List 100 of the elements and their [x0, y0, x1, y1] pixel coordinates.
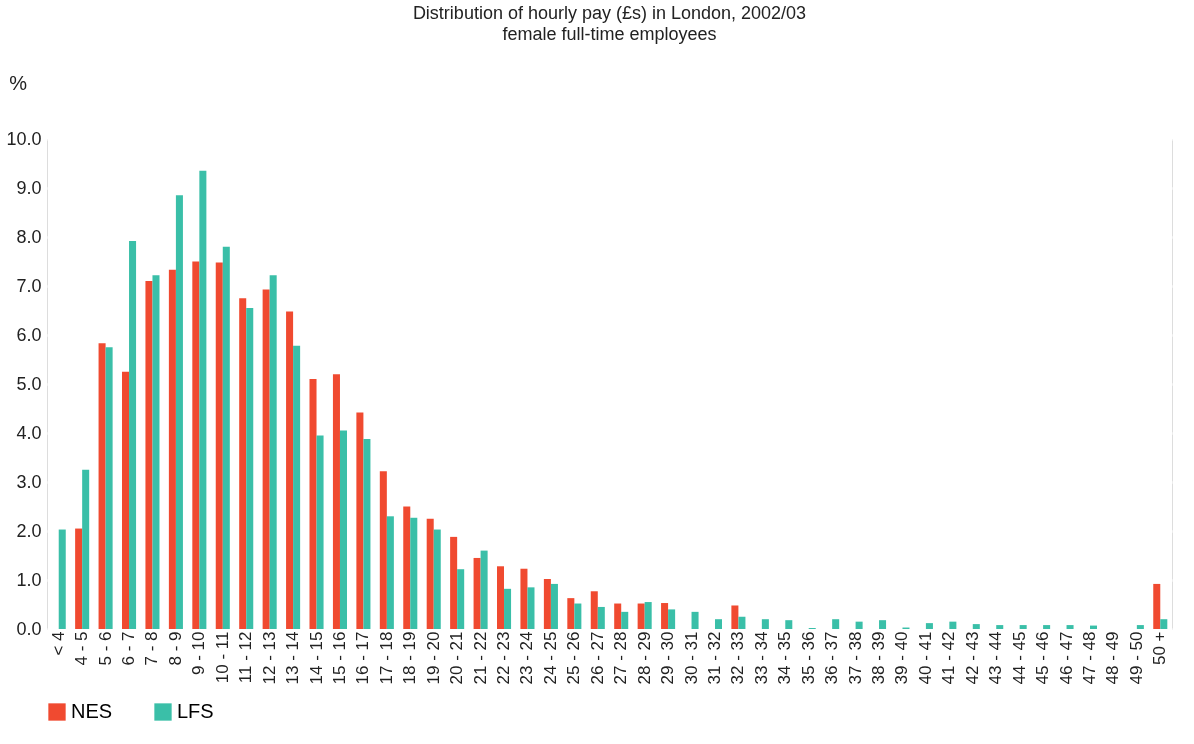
bar [925, 623, 933, 629]
x-tick-label: 30 - 31 [681, 631, 701, 685]
x-tick-label: 40 - 41 [915, 631, 935, 685]
bar [597, 606, 605, 629]
bar [855, 621, 863, 629]
bar [222, 246, 230, 629]
bar [738, 616, 746, 629]
x-tick-label: 35 - 36 [798, 631, 818, 685]
bar [574, 603, 582, 629]
y-tick-label: 7.0 [16, 275, 42, 296]
bar [497, 566, 505, 629]
y-tick-label: 2.0 [16, 520, 42, 541]
bar [550, 583, 558, 629]
x-tick-label: 46 - 47 [1056, 631, 1076, 685]
y-tick-label: 9.0 [16, 177, 42, 198]
x-tick-label: 28 - 29 [634, 631, 654, 685]
bar [145, 281, 153, 629]
bar [520, 568, 528, 629]
bar [949, 621, 957, 629]
x-tick-label: 15 - 16 [329, 631, 349, 685]
bar [339, 430, 347, 629]
bar [386, 516, 394, 629]
bar [122, 371, 130, 629]
chart-title: Distribution of hourly pay (£s) in London, 2002/03 [412, 3, 807, 23]
x-tick-label: 9 - 10 [189, 631, 209, 675]
bar [356, 412, 364, 629]
bar [527, 587, 535, 629]
x-tick-label: 5 - 6 [95, 631, 115, 666]
bar [691, 611, 699, 629]
x-tick-label: 14 - 15 [306, 631, 326, 685]
bar [215, 262, 223, 629]
bar [199, 170, 207, 629]
x-tick-label: 25 - 26 [564, 631, 584, 685]
bar [152, 275, 160, 629]
bar [363, 438, 371, 629]
x-tick-label: 36 - 37 [822, 631, 842, 685]
bar [379, 471, 387, 629]
bar [75, 528, 83, 629]
x-tick-label: 12 - 13 [259, 631, 279, 685]
bar [1160, 619, 1168, 629]
bar [316, 435, 324, 629]
bar [1153, 583, 1161, 629]
x-tick-label: 32 - 33 [728, 631, 748, 685]
bar [82, 469, 90, 629]
x-tick-label: 42 - 43 [962, 631, 982, 685]
bar [543, 579, 551, 629]
bar [614, 603, 622, 629]
x-tick-label: 13 - 14 [283, 631, 303, 685]
bar [644, 602, 652, 629]
bar [192, 261, 200, 629]
bar [567, 598, 575, 629]
x-tick-label: 17 - 18 [376, 631, 396, 685]
x-tick-label: 29 - 30 [658, 631, 678, 685]
x-tick-label: 34 - 35 [775, 631, 795, 685]
bar [262, 289, 270, 629]
bar [621, 611, 629, 629]
x-tick-label: 37 - 38 [845, 631, 865, 685]
x-tick-label: 47 - 48 [1079, 631, 1099, 685]
bar [175, 195, 183, 629]
y-tick-label: 8.0 [16, 226, 42, 247]
bar [590, 591, 598, 629]
x-tick-label: 18 - 19 [400, 631, 420, 685]
bar [761, 619, 769, 629]
x-tick-label: 50 + [1150, 631, 1170, 666]
x-tick-label: 4 - 5 [72, 631, 92, 666]
x-tick-label: 26 - 27 [587, 631, 607, 685]
bar [1136, 625, 1144, 629]
bar [996, 625, 1004, 629]
bar [972, 624, 980, 629]
bar [879, 620, 887, 629]
x-tick-label: 49 - 50 [1126, 631, 1146, 685]
x-tick-label: 31 - 32 [704, 631, 724, 685]
bar [457, 569, 465, 629]
x-tick-label: 44 - 45 [1009, 631, 1029, 685]
y-tick-label: 10.0 [6, 128, 42, 149]
y-tick-label: 1.0 [16, 569, 42, 590]
x-tick-label: 20 - 21 [447, 631, 467, 685]
bar [98, 343, 106, 629]
x-tick-label: 45 - 46 [1033, 631, 1053, 685]
bar [433, 529, 441, 629]
x-tick-label: 8 - 9 [165, 631, 185, 666]
bar [832, 619, 840, 629]
x-tick-label: 16 - 17 [353, 631, 373, 685]
y-tick-label: 4.0 [16, 422, 42, 443]
bar [293, 345, 301, 629]
bar [480, 550, 488, 629]
x-tick-label: 48 - 49 [1103, 631, 1123, 685]
bar [668, 609, 676, 629]
bar [410, 517, 418, 629]
bar [239, 298, 247, 629]
bar [129, 240, 137, 629]
bar [309, 379, 317, 629]
x-tick-label: 22 - 23 [494, 631, 514, 685]
y-tick-label: 5.0 [16, 373, 42, 394]
x-tick-label: 10 - 11 [212, 631, 232, 684]
bar [332, 374, 340, 629]
bar [58, 529, 66, 629]
legend-label: LFS [177, 700, 214, 722]
x-tick-label: 24 - 25 [540, 631, 560, 685]
bar [714, 619, 722, 629]
